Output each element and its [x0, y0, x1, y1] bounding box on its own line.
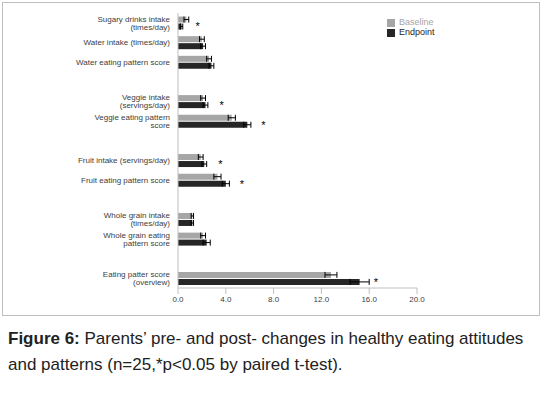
svg-text:Veggie eating patternscore: Veggie eating patternscore — [94, 113, 170, 130]
svg-text:16.0: 16.0 — [361, 295, 377, 304]
svg-text:0.0: 0.0 — [172, 295, 184, 304]
html-text:Baseline: Baseline — [399, 17, 434, 27]
svg-text:Whole grain eatingpattern scor: Whole grain eatingpattern score — [103, 231, 170, 248]
svg-text:*: * — [219, 99, 224, 111]
svg-text:Eating patter score(overview): Eating patter score(overview) — [103, 270, 171, 287]
html-text:Endpoint: Endpoint — [399, 27, 435, 37]
svg-text:*: * — [218, 158, 223, 170]
svg-text:Veggie intake(servings/day): Veggie intake(servings/day) — [120, 93, 171, 110]
svg-text:4.0: 4.0 — [220, 295, 232, 304]
svg-text:Water intake (times/day): Water intake (times/day) — [84, 38, 171, 47]
svg-text:*: * — [240, 178, 245, 190]
svg-text:Water eating pattern score: Water eating pattern score — [76, 58, 171, 67]
svg-text:*: * — [374, 276, 379, 288]
svg-text:Whole grain intake(times/day): Whole grain intake(times/day) — [104, 211, 171, 228]
html-text:Figure 6: Parents’ pre- and po: Figure 6: Parents’ pre- and post- change… — [8, 329, 524, 374]
svg-text:20.0: 20.0 — [409, 295, 425, 304]
svg-text:8.0: 8.0 — [268, 295, 280, 304]
svg-text:Fruit intake (servings/day): Fruit intake (servings/day) — [78, 156, 170, 165]
svg-text:12.0: 12.0 — [314, 295, 330, 304]
svg-text:*: * — [196, 20, 201, 32]
svg-text:Sugary drinks intake(times/day: Sugary drinks intake(times/day) — [98, 15, 171, 32]
svg-text:Fruit eating pattern score: Fruit eating pattern score — [81, 176, 170, 185]
svg-text:*: * — [261, 119, 266, 131]
